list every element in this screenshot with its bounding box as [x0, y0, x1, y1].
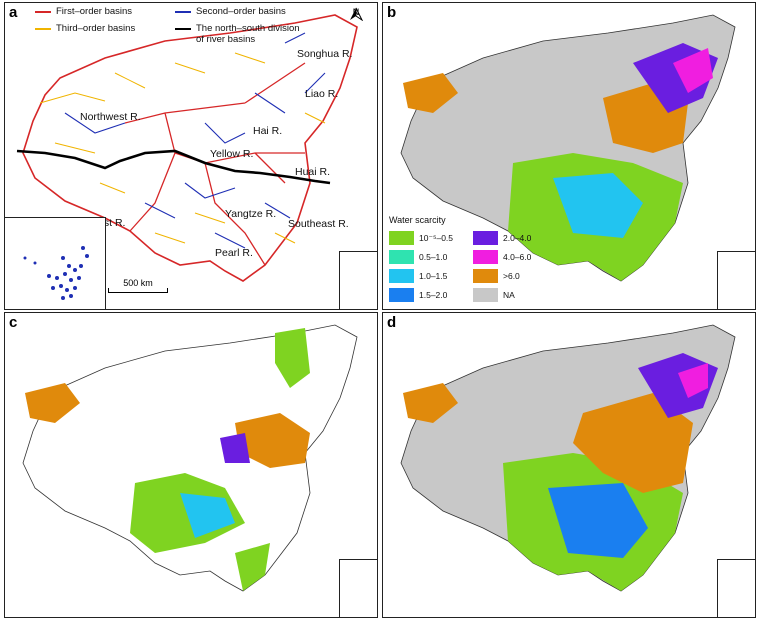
panel-d-water-scarcity-map: d: [382, 312, 756, 618]
legend-third-order-label: Third–order basins: [56, 23, 136, 34]
inset-south-china-sea-c: [339, 559, 377, 617]
legend-swatch-2: [389, 269, 414, 283]
inset-station-map: [5, 217, 106, 309]
third-order-basins: [39, 52, 326, 244]
legend-label-1: 0.5–1.0: [419, 252, 448, 262]
north-south-division-line: [16, 149, 331, 185]
northwest-scarcity-patch-d: [403, 383, 458, 423]
legend-label-7: NA: [503, 290, 515, 300]
inset-south-china-sea-b: [717, 251, 755, 309]
legend-division-line1: The north–south division: [196, 23, 300, 34]
legend-swatch-4: [473, 231, 498, 245]
scale-bar-label: 500 km: [123, 278, 153, 288]
legend-swatch-7: [473, 288, 498, 302]
mid-scarcity-region-c: [180, 493, 235, 538]
legend-second-order-swatch: [175, 11, 191, 13]
panel-label-a: a: [9, 4, 18, 21]
legend-swatch-3: [389, 288, 414, 302]
scale-bar: 500 km: [108, 278, 168, 293]
scarcity-map-c: [22, 324, 358, 592]
scale-bar-line: [108, 288, 168, 293]
very-high-scarcity-region-c: [220, 433, 250, 463]
northwest-scarcity-patch: [403, 73, 458, 113]
north-arrow: N: [348, 7, 364, 21]
legend-first-order-swatch: [35, 11, 51, 13]
high-scarcity-region-d: [573, 393, 693, 493]
panel-a-basin-map: a First–order basins Second–order basins…: [4, 2, 378, 310]
panel-label-c: c: [9, 314, 18, 331]
northeast-low-patch-c: [275, 328, 310, 388]
panel-label-b: b: [387, 4, 397, 21]
legend-division-swatch: [175, 28, 191, 30]
legend-swatch-1: [389, 250, 414, 264]
panel-b-water-scarcity-map: b Water scarcity 10⁻⁵–0.5 0.5–1.0 1.0–1.…: [382, 2, 756, 310]
basin-label-liao: Liao R.: [305, 88, 339, 100]
mid-scarcity-region-d: [548, 483, 648, 558]
mid-scarcity-region: [553, 173, 643, 238]
basin-label-southeast: Southeast R.: [288, 218, 349, 230]
legend-division-label: The north–south division of river basins: [196, 23, 300, 45]
legend-second-order-label: Second–order basins: [196, 6, 286, 17]
scarcity-map-d: [400, 324, 736, 592]
basin-label-northwest: Northwest R.: [80, 111, 141, 123]
northwest-scarcity-patch-c: [25, 383, 80, 423]
legend-label-6: >6.0: [503, 271, 520, 281]
basin-label-yellow: Yellow R.: [210, 148, 254, 160]
scarcity-map-b: [400, 14, 736, 282]
legend-label-0: 10⁻⁵–0.5: [419, 233, 454, 243]
legend-division-line2: of river basins: [196, 34, 256, 45]
station-dots: [23, 246, 89, 300]
inset-south-china-sea-a: [339, 251, 377, 309]
panel-label-d: d: [387, 314, 397, 331]
legend-first-order-label: First–order basins: [56, 6, 133, 17]
basin-label-hai: Hai R.: [253, 125, 283, 137]
second-order-basins: [64, 32, 326, 249]
legend-label-2: 1.0–1.5: [419, 271, 448, 281]
legend-label-5: 4.0–6.0: [503, 252, 532, 262]
north-arrow-icon: [350, 7, 364, 21]
legend-label-4: 2.0–4.0: [503, 233, 532, 243]
legend-swatch-0: [389, 231, 414, 245]
magenta-scarcity-region-d: [678, 363, 708, 398]
basin-map-svg: [16, 14, 358, 282]
legend-swatch-6: [473, 269, 498, 283]
southeast-coast-c: [235, 543, 270, 591]
basin-label-yangtze: Yangtze R.: [225, 208, 277, 220]
inset-south-china-sea-d: [717, 559, 755, 617]
water-scarcity-legend-title: Water scarcity: [389, 215, 446, 225]
panel-c-water-scarcity-map: c: [4, 312, 378, 618]
water-scarcity-legend: Water scarcity 10⁻⁵–0.5 0.5–1.0 1.0–1.5 …: [385, 211, 565, 309]
basin-label-huai: Huai R.: [295, 166, 331, 178]
legend-label-3: 1.5–2.0: [419, 290, 448, 300]
high-scarcity-region-c: [235, 413, 310, 468]
basin-label-pearl: Pearl R.: [215, 247, 253, 259]
magenta-scarcity-region: [673, 48, 713, 93]
legend-third-order-swatch: [35, 28, 51, 30]
basin-label-songhua: Songhua R.: [297, 48, 353, 60]
legend-swatch-5: [473, 250, 498, 264]
